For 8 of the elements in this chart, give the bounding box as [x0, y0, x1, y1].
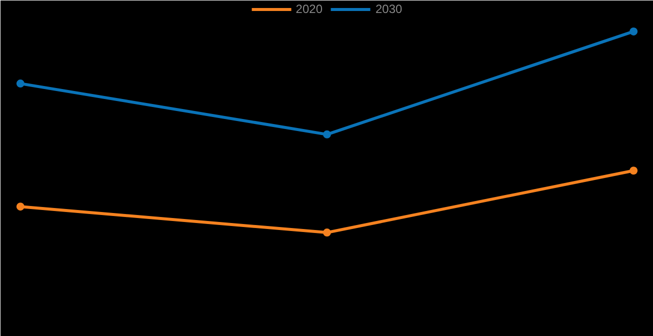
- point: [630, 166, 638, 175]
- point: [16, 80, 24, 88]
- legend-label: 2030: [376, 2, 402, 16]
- point: [16, 202, 24, 211]
- legend-label: 2020: [296, 2, 322, 16]
- point: [630, 27, 638, 36]
- point: [323, 130, 331, 138]
- point: [323, 228, 331, 237]
